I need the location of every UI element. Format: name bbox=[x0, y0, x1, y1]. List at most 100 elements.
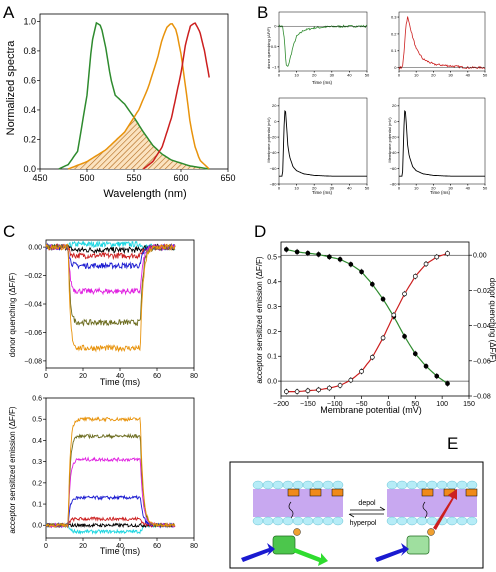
lipid-head bbox=[312, 516, 324, 526]
chart-b1-xlabel: Time (ms) bbox=[312, 80, 333, 85]
magenta-trace bbox=[45, 456, 176, 529]
lipid-head bbox=[272, 516, 284, 526]
x-tick-label: 20 bbox=[312, 186, 317, 191]
y-tick-label: 0 bbox=[274, 24, 277, 29]
chart-d: −200 −150 −100 −50 0 50 100 150 0.0 0.1 0.2 0.3 0.4 0… bbox=[267, 241, 491, 408]
data-point bbox=[316, 252, 321, 257]
chart-frame bbox=[280, 241, 470, 397]
data-point bbox=[305, 388, 311, 394]
lipid-head bbox=[396, 480, 408, 490]
lipid-head bbox=[332, 516, 344, 526]
trace bbox=[278, 24, 368, 67]
y-tick-label: 0.4 bbox=[32, 438, 42, 445]
lipid-head bbox=[332, 480, 344, 490]
hyperpol-arrow bbox=[348, 513, 384, 518]
y-tick-label: −80 bbox=[270, 181, 278, 186]
data-point bbox=[316, 387, 321, 393]
lipid-head bbox=[466, 480, 478, 490]
y-tick-label: −60 bbox=[390, 166, 398, 171]
acceptor-dot bbox=[293, 528, 301, 536]
data-point bbox=[434, 373, 440, 379]
y-tick-label: −0.5 bbox=[269, 44, 278, 49]
data-point bbox=[380, 296, 386, 302]
y-tick-label: 20 bbox=[392, 103, 397, 108]
x-tick-label: 60 bbox=[153, 373, 161, 380]
orange-spectrum bbox=[67, 23, 210, 170]
y-right-tick-label: −0.08 bbox=[473, 394, 491, 401]
x-tick-label: 0 bbox=[398, 73, 401, 78]
blue-trace bbox=[45, 494, 176, 529]
depol-arrow bbox=[350, 506, 386, 511]
panel-letter-a: A bbox=[3, 3, 15, 22]
y-tick-label: 0.3 bbox=[391, 14, 397, 19]
y-tick-label: −40 bbox=[390, 150, 398, 155]
data-point bbox=[445, 381, 450, 386]
chart-c1-ylabel: donor quenching (ΔF/F) bbox=[8, 272, 17, 357]
y-tick-label: 0.3 bbox=[267, 304, 277, 311]
chart-c1-xlabel: Time (ms) bbox=[100, 377, 140, 387]
y-tick-label: 0.8 bbox=[23, 46, 36, 56]
y-right-tick-label: −0.02 bbox=[473, 288, 491, 295]
data-point bbox=[445, 251, 450, 256]
depol-label: depol bbox=[358, 500, 376, 507]
chart-a-xlabel: Wavelength (nm) bbox=[103, 188, 186, 200]
trace bbox=[398, 16, 486, 70]
chart-d-xlabel: Membrane potential (mV) bbox=[320, 405, 422, 415]
x-tick-label: 20 bbox=[79, 373, 87, 380]
y-tick-label: −80 bbox=[390, 181, 398, 186]
data-point bbox=[337, 383, 343, 388]
data-point bbox=[412, 273, 418, 279]
y-tick-label: 0.0 bbox=[267, 379, 277, 386]
sensitized-emission-arrow bbox=[433, 489, 457, 530]
y-tick-label: 0.1 bbox=[267, 354, 277, 361]
green-fit bbox=[286, 248, 448, 385]
y-tick-label: −0.02 bbox=[24, 273, 42, 280]
x-tick-label: 100 bbox=[436, 401, 448, 408]
lipid-head bbox=[262, 516, 274, 526]
hyperpol-label: hyperpol bbox=[350, 520, 377, 527]
x-tick-label: 0 bbox=[44, 543, 48, 550]
chart-b1-ylabel: donor quenching (ΔF/F) bbox=[266, 26, 271, 69]
trace bbox=[399, 109, 485, 177]
x-tick-label: 30 bbox=[330, 73, 335, 78]
x-tick-label: −50 bbox=[356, 401, 368, 408]
chart-b2: 0 10 20 30 40 50 0 0.1 0.2 0.3 bbox=[391, 11, 488, 78]
y-tick-label: −1 bbox=[272, 64, 277, 69]
fp-barrel bbox=[406, 535, 430, 555]
panel-letter-d: D bbox=[254, 222, 266, 241]
panel-e-schematic: depol hyperpol bbox=[229, 461, 484, 569]
x-tick-label: 450 bbox=[32, 173, 47, 183]
y-tick-label: 0.00 bbox=[28, 245, 42, 252]
x-tick-label: 50 bbox=[365, 186, 370, 191]
acceptor-dot bbox=[427, 528, 435, 536]
chart-d-ylabel-right: donor quenching (ΔF/F) bbox=[488, 278, 496, 363]
data-point bbox=[284, 247, 289, 252]
lipid-head bbox=[302, 480, 314, 490]
y-tick-label: 0 bbox=[394, 119, 397, 124]
lipid-head bbox=[272, 480, 284, 490]
x-tick-label: 20 bbox=[312, 73, 317, 78]
x-tick-label: −150 bbox=[300, 401, 316, 408]
red-fit bbox=[286, 252, 448, 393]
lipid-head bbox=[446, 480, 458, 490]
lipid-head bbox=[396, 516, 408, 526]
data-point bbox=[434, 254, 440, 260]
lipid-head bbox=[466, 516, 478, 526]
data-point bbox=[423, 261, 429, 267]
data-point bbox=[326, 254, 332, 260]
chart-b4: 0 10 20 30 40 50 20 0 −20 −40 −60 −80 bbox=[390, 97, 488, 191]
data-point bbox=[359, 269, 364, 275]
y-tick-label: 0.4 bbox=[267, 279, 277, 286]
x-tick-label: 40 bbox=[347, 186, 352, 191]
chart-b3-ylabel: Membrane potential (mV) bbox=[266, 117, 271, 163]
x-tick-label: 20 bbox=[431, 186, 436, 191]
x-tick-label: 80 bbox=[190, 373, 198, 380]
x-tick-label: 150 bbox=[463, 401, 475, 408]
lipid-head bbox=[312, 480, 324, 490]
y-tick-label: 0 bbox=[394, 65, 397, 70]
trace bbox=[279, 109, 367, 177]
data-point bbox=[305, 250, 311, 256]
x-tick-label: 30 bbox=[448, 186, 453, 191]
x-tick-label: −100 bbox=[327, 401, 343, 408]
chart-b3: 0 10 20 30 40 50 20 0 −20 −40 −60 −80 bbox=[270, 97, 370, 191]
